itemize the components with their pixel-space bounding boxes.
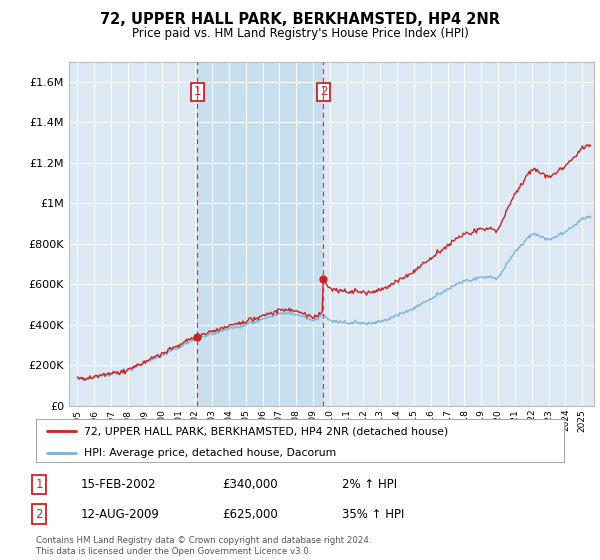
Text: 12-AUG-2009: 12-AUG-2009 <box>81 507 160 521</box>
Text: 35% ↑ HPI: 35% ↑ HPI <box>342 507 404 521</box>
Text: 1: 1 <box>35 478 43 491</box>
Text: 2% ↑ HPI: 2% ↑ HPI <box>342 478 397 491</box>
Text: 15-FEB-2002: 15-FEB-2002 <box>81 478 157 491</box>
Text: 72, UPPER HALL PARK, BERKHAMSTED, HP4 2NR: 72, UPPER HALL PARK, BERKHAMSTED, HP4 2N… <box>100 12 500 27</box>
Text: 2: 2 <box>320 86 327 99</box>
Text: Contains HM Land Registry data © Crown copyright and database right 2024.
This d: Contains HM Land Registry data © Crown c… <box>36 536 371 556</box>
Text: HPI: Average price, detached house, Dacorum: HPI: Average price, detached house, Daco… <box>83 447 336 458</box>
Text: £340,000: £340,000 <box>222 478 278 491</box>
Text: 72, UPPER HALL PARK, BERKHAMSTED, HP4 2NR (detached house): 72, UPPER HALL PARK, BERKHAMSTED, HP4 2N… <box>83 426 448 436</box>
Text: Price paid vs. HM Land Registry's House Price Index (HPI): Price paid vs. HM Land Registry's House … <box>131 27 469 40</box>
Text: £625,000: £625,000 <box>222 507 278 521</box>
Bar <box>197 62 323 406</box>
Text: 2: 2 <box>35 507 43 521</box>
Text: 1: 1 <box>193 86 201 99</box>
